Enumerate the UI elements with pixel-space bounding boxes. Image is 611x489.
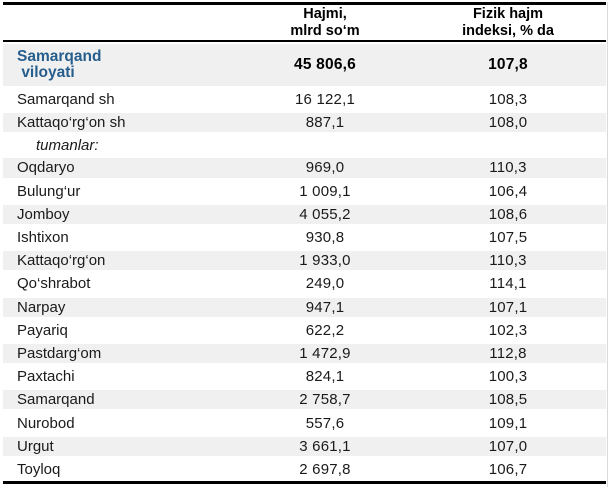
index-value-cell: 107,8: [420, 41, 606, 88]
index-value-cell: 108,5: [420, 388, 606, 412]
page-edge-line: [607, 2, 608, 487]
index-value-cell: 110,3: [420, 156, 606, 180]
table-body: Samarqand viloyati 45 806,6 107,8 Samarq…: [3, 41, 606, 483]
table-row: Ishtixon 930,8 107,5: [3, 226, 606, 249]
index-value-cell: 108,3: [488, 91, 528, 109]
index-value-cell: 108,6: [420, 202, 606, 226]
district-name-cell: Samarqand viloyati: [3, 41, 230, 88]
district-name-cell: Pastdarg‘om: [3, 341, 230, 366]
volume-value-cell: 2 758,7: [230, 388, 420, 412]
index-value-cell: 114,1: [489, 275, 527, 293]
district-name-cell: Ishtixon: [17, 229, 69, 247]
district-name-cell: Qo‘shrabot: [17, 275, 91, 293]
index-value-cell: 107,1: [420, 295, 606, 319]
volume-value-cell: 887,1: [230, 111, 420, 135]
volume-value-cell: 969,0: [230, 156, 420, 180]
index-value-cell: 110,3: [420, 249, 606, 273]
index-column-header: Fizik hajm indeksi, % da: [420, 3, 606, 42]
table-row: tumanlar:: [3, 134, 606, 156]
district-name-cell: Samarqand sh: [17, 91, 115, 109]
table-row: Narpay 947,1 107,1: [3, 295, 606, 319]
volume-value-cell: 2 697,8: [299, 460, 351, 478]
table-row: Samarqand viloyati 45 806,6 107,8: [3, 41, 606, 88]
district-name-cell: Jomboy: [3, 202, 230, 226]
volume-value-cell: 1 933,0: [230, 249, 420, 273]
table-row: Samarqand 2 758,7 108,5: [3, 388, 606, 412]
district-name-cell: Narpay: [3, 295, 230, 319]
table-row: Toyloq 2 697,8 106,7: [3, 458, 606, 483]
table-row: Payariq 622,2 102,3: [3, 319, 606, 342]
index-value-cell: 100,3: [488, 368, 528, 386]
table-row: Jomboy 4 055,2 108,6: [3, 202, 606, 226]
district-name-cell: Kattaqo‘rg‘on: [3, 249, 230, 273]
district-name-cell: tumanlar:: [36, 136, 99, 154]
volume-value-cell: 947,1: [230, 295, 420, 319]
volume-column-header: Hajmi, mlrd so‘m: [230, 3, 420, 42]
table-row: Bulung‘ur 1 009,1 106,4: [3, 180, 606, 203]
volume-value-cell: 249,0: [305, 275, 345, 293]
volume-value-cell: 930,8: [305, 229, 345, 247]
district-name-cell: Urgut: [3, 434, 230, 458]
district-name-cell: Samarqand: [3, 388, 230, 412]
index-value-cell: 109,1: [488, 414, 528, 432]
table-row: Nurobod 557,6 109,1: [3, 411, 606, 434]
district-name-cell: Payariq: [17, 321, 68, 339]
table-header-row: Hajmi, mlrd so‘m Fizik hajm indeksi, % d…: [3, 3, 606, 42]
volume-value-cell: 16 122,1: [295, 91, 355, 109]
volume-value-cell: 1 472,9: [230, 341, 420, 366]
index-value-cell: 106,4: [488, 182, 528, 200]
table-row: Kattaqo‘rg‘on 1 933,0 110,3: [3, 249, 606, 273]
volume-value-cell: 824,1: [305, 368, 345, 386]
index-value-cell: [420, 134, 606, 156]
table-row: Pastdarg‘om 1 472,9 112,8: [3, 341, 606, 366]
district-name-cell: Kattaqo‘rg‘on sh: [3, 111, 230, 135]
district-name-cell: Oqdaryo: [3, 156, 230, 180]
table-row: Kattaqo‘rg‘on sh 887,1 108,0: [3, 111, 606, 135]
index-value-cell: 106,7: [488, 460, 528, 478]
table-row: Paxtachi 824,1 100,3: [3, 365, 606, 388]
table-row: Samarqand sh 16 122,1 108,3: [3, 88, 606, 111]
volume-value-cell: 622,2: [305, 321, 345, 339]
district-name-cell: Bulung‘ur: [17, 182, 81, 200]
volume-value-cell: [230, 134, 420, 156]
district-name-cell: Toyloq: [17, 460, 61, 478]
region-column-header: [3, 3, 230, 42]
volume-value-cell: 557,6: [305, 414, 345, 432]
index-value-cell: 108,0: [420, 111, 606, 135]
index-value-cell: 107,5: [488, 229, 528, 247]
index-value-cell: 107,0: [420, 434, 606, 458]
index-value-cell: 112,8: [420, 341, 606, 366]
table-row: Oqdaryo 969,0 110,3: [3, 156, 606, 180]
industry-statistics-table: Hajmi, mlrd so‘m Fizik hajm indeksi, % d…: [3, 2, 606, 484]
district-name-cell: Nurobod: [17, 414, 75, 432]
volume-value-cell: 45 806,6: [230, 41, 420, 88]
table-row: Urgut 3 661,1 107,0: [3, 434, 606, 458]
district-name-cell: Paxtachi: [17, 368, 75, 386]
volume-value-cell: 4 055,2: [230, 202, 420, 226]
table-row: Qo‘shrabot 249,0 114,1: [3, 272, 606, 295]
volume-value-cell: 3 661,1: [230, 434, 420, 458]
volume-value-cell: 1 009,1: [299, 182, 351, 200]
index-value-cell: 102,3: [488, 321, 528, 339]
